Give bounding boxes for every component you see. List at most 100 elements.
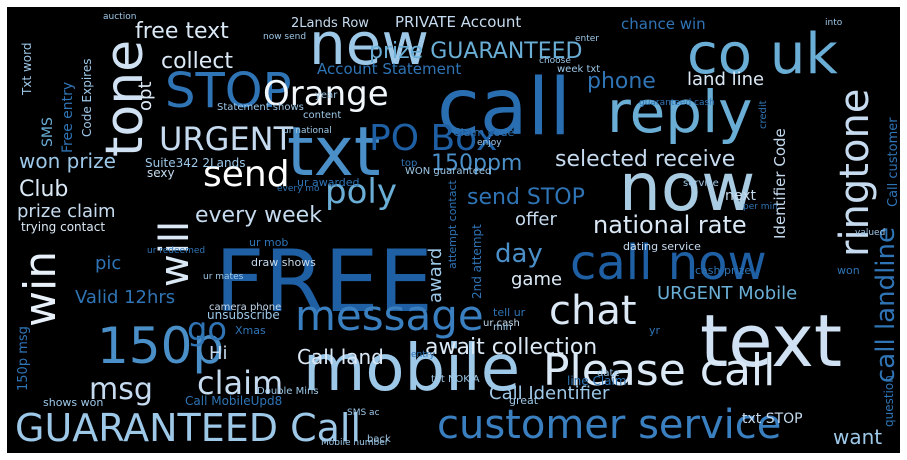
word: land line xyxy=(687,69,765,90)
word: Txt word xyxy=(20,42,34,95)
word: SMS xyxy=(40,117,56,147)
word-cloud: FREE call call now text now mobile Pleas… xyxy=(7,7,900,453)
word: want xyxy=(833,425,883,449)
word: GUARANTEED Call xyxy=(15,406,362,450)
word: call now xyxy=(570,235,767,291)
word: 2nd attempt xyxy=(470,224,484,299)
word: collect xyxy=(161,49,234,74)
word: national rate xyxy=(593,211,747,239)
word: SMS ac xyxy=(347,408,380,418)
word: Call Identifier xyxy=(489,383,610,404)
word: txt STOP xyxy=(742,411,803,427)
word: Claim code xyxy=(453,126,515,139)
word: into xyxy=(825,18,843,28)
word: Code Expires xyxy=(80,58,94,137)
word: Account Statement xyxy=(317,60,462,78)
word: Double Mins xyxy=(257,386,319,397)
word: 2Lands Row xyxy=(291,16,369,31)
word: great xyxy=(509,394,539,407)
word: co uk xyxy=(687,22,838,87)
word: Call customer xyxy=(886,117,900,207)
word: guaranteed cash xyxy=(639,98,715,108)
word: year xyxy=(315,90,338,101)
word: opt xyxy=(135,81,156,112)
word: Call land xyxy=(297,345,384,369)
word: prize GUARANTEED xyxy=(369,39,583,64)
word: Orange xyxy=(263,74,389,114)
word: 150p msg xyxy=(16,326,31,391)
word: award xyxy=(425,247,446,303)
word: Club xyxy=(19,177,69,202)
word: yr xyxy=(649,324,661,337)
word: now send xyxy=(263,32,307,42)
word: now xyxy=(619,149,756,226)
word: URGENT Mobile xyxy=(657,283,798,304)
word: chance win xyxy=(621,15,706,33)
word: txt xyxy=(287,113,381,192)
word: PO Box xyxy=(369,118,498,159)
word: txt NOKIA xyxy=(431,374,480,385)
word: service xyxy=(683,178,719,189)
word: won prize xyxy=(19,149,116,173)
word: top xyxy=(401,158,418,169)
word: Statement shows xyxy=(217,102,304,113)
word: ur national xyxy=(283,126,332,136)
word: call landline xyxy=(871,227,900,383)
word: valued xyxy=(855,228,886,238)
word: Free entry xyxy=(60,81,76,153)
word: back xyxy=(367,434,391,445)
word: Valid 12hrs xyxy=(75,287,176,308)
word: prize claim xyxy=(17,201,116,222)
word: Call MobileUpd8 xyxy=(185,394,283,408)
word: min xyxy=(493,322,512,333)
word: next xyxy=(725,188,757,204)
word: every mo xyxy=(277,184,320,194)
word: await collection xyxy=(425,335,598,360)
word: Xmas xyxy=(235,324,266,337)
word: win xyxy=(15,250,66,327)
word: won xyxy=(837,264,860,277)
word: Hi xyxy=(209,343,228,364)
word: enjoy xyxy=(477,138,502,148)
word: reply xyxy=(607,78,753,146)
word: poly xyxy=(325,172,397,212)
word: cash prize xyxy=(695,264,752,277)
word: ur awarded xyxy=(297,176,360,189)
word: send xyxy=(203,154,290,195)
word: 150p xyxy=(97,317,225,375)
word: choose xyxy=(539,56,571,66)
word: free text xyxy=(135,19,229,44)
word: go xyxy=(187,310,227,348)
word: Suite342 2Lands xyxy=(145,156,246,170)
word: camera phone xyxy=(209,302,282,313)
word: 150ppm xyxy=(431,151,523,176)
word: line Claim xyxy=(567,374,627,388)
word: new xyxy=(309,10,429,78)
word: auction xyxy=(103,12,137,22)
word: enter xyxy=(575,34,600,44)
word: Identifier Code xyxy=(771,128,789,239)
word: ur mates xyxy=(203,272,244,282)
word: offer xyxy=(515,209,557,230)
word: week txt xyxy=(557,64,601,75)
word: message xyxy=(295,291,484,340)
word: pic xyxy=(95,253,122,274)
word: send STOP xyxy=(467,185,585,210)
word: shows won xyxy=(43,396,104,409)
word: draw shows xyxy=(251,256,316,269)
word: call xyxy=(437,63,572,153)
word: STOP xyxy=(165,63,292,119)
word: PRIVATE Account xyxy=(395,13,522,31)
word: mobile xyxy=(303,332,521,406)
word: WON guaranteed xyxy=(405,166,492,177)
word: Mobile number xyxy=(321,438,389,448)
word: day xyxy=(495,239,543,269)
word: dating service xyxy=(623,240,701,253)
word: ur mob xyxy=(249,236,289,249)
word: game xyxy=(511,269,563,290)
word: ur redeemed xyxy=(147,246,206,256)
word: text xyxy=(700,299,843,383)
word: Please call xyxy=(543,345,776,396)
word: claim xyxy=(197,364,284,402)
word: sexy xyxy=(147,166,175,180)
